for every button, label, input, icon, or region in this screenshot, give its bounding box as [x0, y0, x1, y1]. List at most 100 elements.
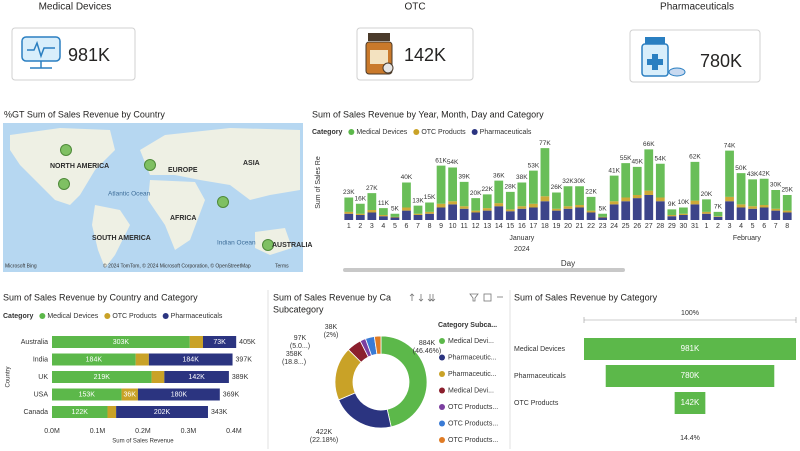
data-label: 54K	[655, 155, 667, 162]
donut-slice	[373, 335, 382, 355]
data-label: 97K	[294, 335, 307, 342]
legend-label: OTC Products...	[448, 420, 498, 427]
legend-swatch	[439, 338, 445, 344]
bar-segment	[759, 178, 769, 205]
bar-segment	[135, 353, 149, 366]
x-tick-label: 11	[461, 223, 468, 230]
month-label: February	[733, 235, 762, 242]
bar-segment	[621, 197, 631, 202]
bar-segment	[482, 210, 492, 220]
data-label: (18.8...)	[282, 359, 306, 366]
data-label: 38K	[325, 324, 338, 331]
bar-segment	[540, 196, 550, 202]
x-tick-label: 9	[439, 223, 443, 230]
bar-segment	[644, 149, 654, 191]
bar-segment	[505, 211, 515, 220]
x-tick-label: 7	[416, 223, 420, 230]
x-tick-label: 0.3M	[181, 428, 197, 435]
funnel-bar	[605, 365, 775, 387]
legend-swatch	[104, 313, 111, 319]
x-tick-label: 0.0M	[44, 428, 60, 435]
bar-segment	[425, 202, 434, 212]
bar-segment	[482, 208, 492, 211]
bar-segment	[355, 203, 365, 214]
x-tick-label: 0.1M	[90, 428, 106, 435]
data-label: 9K	[668, 201, 677, 208]
scrollbar[interactable]	[343, 268, 625, 272]
bar-segment	[413, 213, 423, 215]
data-label: 422K	[316, 429, 333, 436]
data-label: 41K	[608, 167, 620, 174]
bar-segment	[494, 206, 504, 220]
bar-segment	[151, 371, 165, 383]
bar-segment	[164, 371, 229, 383]
x-tick-label: 0.4M	[226, 428, 242, 435]
data-label: 180K	[171, 391, 188, 398]
bar-segment	[471, 198, 481, 211]
bar-segment	[586, 210, 596, 213]
map-bubble	[60, 144, 72, 156]
bar-segment	[189, 336, 203, 348]
data-label: 54K	[447, 159, 459, 166]
data-label: 30K	[574, 178, 586, 185]
bar-segment	[459, 181, 469, 207]
bar-segment	[748, 206, 757, 209]
bar-segment	[402, 210, 411, 220]
bar-segment	[586, 212, 596, 220]
bar-segment	[52, 353, 136, 366]
legend-swatch	[439, 371, 445, 377]
month-label: January	[509, 235, 534, 242]
bar-segment	[379, 215, 388, 217]
panel-title: Sum of Sales Revenue by Ca	[273, 292, 391, 302]
bar-segment	[529, 207, 538, 220]
card-title: Pharmaceuticals	[660, 2, 734, 13]
bar-segment	[725, 201, 734, 220]
legend-label: Medical Devices	[356, 129, 407, 136]
bar-segment	[52, 388, 122, 401]
map-logo: Microsoft Bing	[5, 263, 37, 269]
card-value: 780K	[700, 51, 742, 71]
panel-title: Sum of Sales Revenue by Country and Cate…	[3, 292, 198, 302]
panel-title: Subcategory	[273, 304, 324, 314]
bar-segment	[367, 212, 377, 220]
bar-segment	[782, 210, 792, 213]
legend-label: Pharmaceutic...	[448, 354, 497, 361]
legend-swatch	[439, 354, 445, 361]
bar-segment	[367, 210, 377, 213]
bar-segment	[471, 212, 481, 220]
legend-swatch	[439, 404, 445, 410]
y-tick-label: USA	[34, 391, 49, 398]
x-tick-label: 31	[691, 223, 699, 230]
bar-segment	[725, 196, 734, 202]
x-tick-label: 23	[599, 223, 607, 230]
x-tick-label: 3	[370, 223, 374, 230]
data-label: 219K	[94, 374, 111, 381]
legend-label: Pharmaceutic...	[448, 371, 497, 378]
map-label: SOUTH AMERICA	[92, 235, 151, 242]
bar-segment	[494, 180, 504, 204]
total-label: 369K	[223, 391, 240, 398]
data-label: 38K	[516, 174, 528, 181]
y-axis-title: Sum of Sales Re	[315, 156, 322, 209]
data-label: 36K	[124, 391, 137, 398]
x-tick-label: 2	[716, 223, 720, 230]
bar-segment	[609, 175, 619, 202]
legend-swatch	[348, 129, 355, 135]
bar-segment	[390, 217, 400, 220]
bar-segment	[609, 204, 619, 220]
legend-swatch	[39, 313, 46, 319]
data-label: 77K	[539, 140, 551, 147]
data-label: 202K	[154, 409, 171, 416]
x-tick-label: 13	[483, 223, 491, 230]
x-tick-label: 6	[405, 223, 409, 230]
bar-segment	[759, 207, 769, 220]
data-label: 780K	[681, 371, 700, 380]
x-tick-label: 8	[428, 223, 432, 230]
map-label: ASIA	[243, 160, 260, 167]
x-tick-label: 1	[347, 223, 351, 230]
data-label: 5K	[391, 205, 400, 212]
data-label: 36K	[493, 172, 505, 179]
data-label: 74K	[724, 142, 736, 149]
y-axis-title: Country	[6, 366, 12, 387]
data-label: 73K	[213, 339, 226, 346]
